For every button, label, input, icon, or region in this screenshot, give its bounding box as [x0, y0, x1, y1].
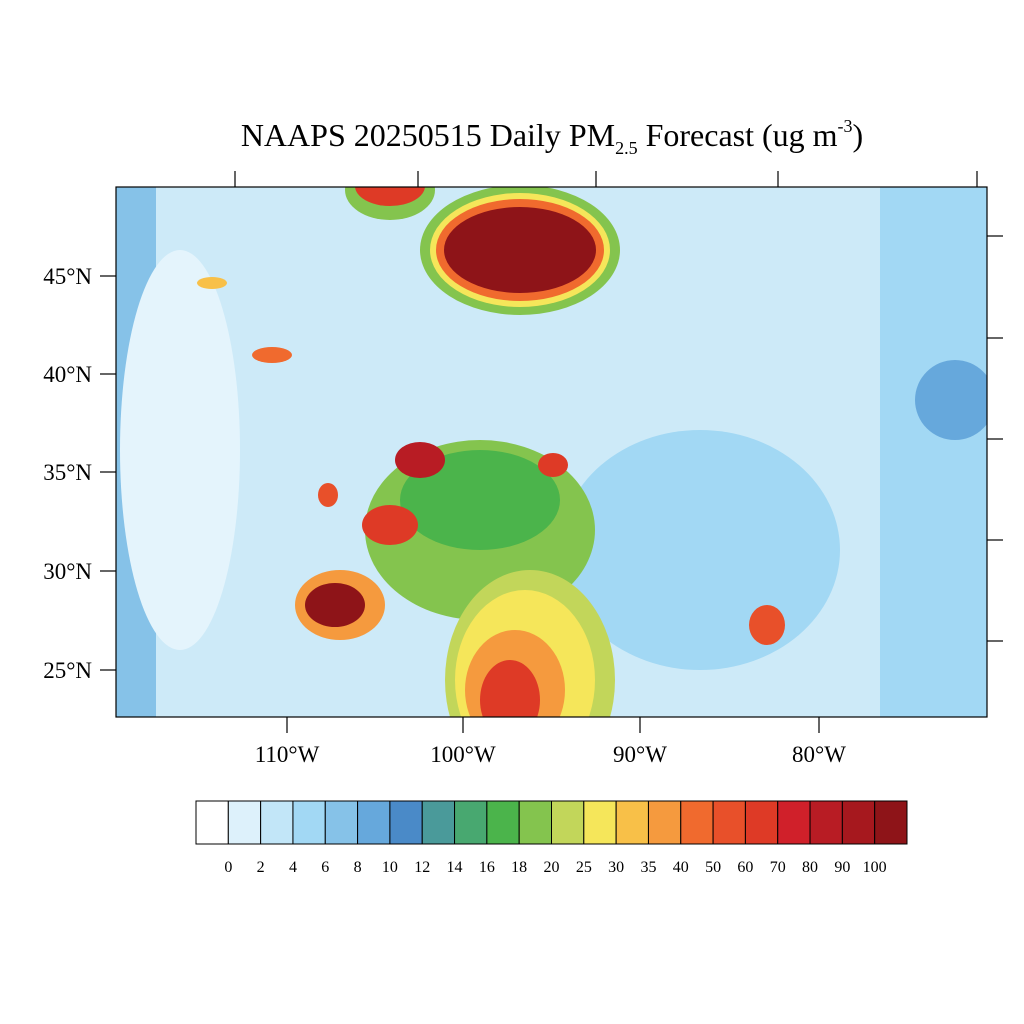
colorbar-box [389, 800, 423, 845]
field [480, 660, 540, 717]
colorbar-box [777, 800, 811, 845]
longitude-label: 80°W [792, 742, 846, 767]
field [749, 605, 785, 645]
colorbar-box [680, 800, 714, 845]
colorbar-box [874, 800, 908, 845]
map [116, 187, 987, 717]
colorbar-box [551, 800, 585, 845]
colorbar-label: 6 [321, 859, 329, 876]
latitude-label: 35°N [43, 460, 92, 485]
field [538, 453, 568, 477]
field [444, 207, 596, 293]
latitude-label: 40°N [43, 362, 92, 387]
field [395, 442, 445, 478]
field [362, 505, 418, 545]
colorbar-box [357, 800, 391, 845]
longitude-label: 90°W [613, 742, 667, 767]
colorbar-label: 2 [257, 859, 265, 876]
field [400, 450, 560, 550]
colorbar-box [809, 800, 843, 845]
colorbar-box [615, 800, 649, 845]
axis-labels: 45°N 40°N 35°N 30°N 25°N 110°W 100°W 90°W 80°W [43, 264, 846, 767]
colorbar-box [195, 800, 229, 845]
colorbar-box [292, 800, 326, 845]
colorbar-label: 50 [705, 859, 721, 876]
field [355, 187, 425, 206]
longitude-label: 110°W [255, 742, 320, 767]
colorbar-label: 90 [834, 859, 850, 876]
field [197, 277, 227, 289]
colorbar-box [454, 800, 488, 845]
title-end: ) [853, 117, 864, 153]
colorbar-box [260, 800, 294, 845]
colorbar-label: 35 [640, 859, 656, 876]
field [318, 483, 338, 507]
colorbar: 0 2 4 6 8 10 12 14 16 18 20 25 30 35 40 50 60 70 80 90 100 [195, 800, 908, 876]
longitude-label: 100°W [430, 742, 496, 767]
latitude-label: 45°N [43, 264, 92, 289]
colorbar-label: 80 [802, 859, 818, 876]
colorbar-label: 70 [770, 859, 786, 876]
map-frame [115, 186, 988, 718]
title-subscript: 2.5 [615, 138, 638, 158]
colorbar-label: 4 [289, 859, 297, 876]
colorbar-label: 40 [673, 859, 689, 876]
colorbar-box [486, 800, 520, 845]
field [915, 360, 987, 440]
colorbar-label: 16 [479, 859, 495, 876]
latitude-label: 30°N [43, 559, 92, 584]
colorbar-box [518, 800, 553, 845]
colorbar-box [647, 800, 682, 845]
colorbar-label: 25 [576, 859, 592, 876]
title-superscript: -3 [838, 116, 853, 136]
colorbar-label: 20 [544, 859, 560, 876]
title: NAAPS 20250515 Daily PM2.5 Forecast (ug … [241, 116, 863, 158]
title-main: NAAPS 20250515 Daily PM [241, 117, 615, 153]
latitude-label: 25°N [43, 658, 92, 683]
colorbar-label: 18 [511, 859, 527, 876]
colorbar-label: 14 [447, 859, 463, 876]
colorbar-label: 60 [737, 859, 753, 876]
ticks [100, 171, 1003, 733]
colorbar-label: 30 [608, 859, 624, 876]
colorbar-box [227, 800, 262, 845]
colorbar-box [324, 800, 359, 845]
colorbar-box [583, 800, 617, 845]
colorbar-label: 12 [414, 859, 430, 876]
colorbar-label: 10 [382, 859, 398, 876]
field [252, 347, 292, 363]
colorbar-box [744, 800, 779, 845]
colorbar-box [841, 800, 876, 845]
colorbar-label: 8 [354, 859, 362, 876]
field [305, 583, 365, 627]
field [120, 250, 240, 650]
field [880, 187, 987, 717]
title-middle: Forecast (ug m [638, 117, 838, 153]
colorbar-label: 100 [863, 859, 887, 876]
colorbar-box [421, 800, 456, 845]
colorbar-box [712, 800, 746, 845]
colorbar-label: 0 [224, 859, 232, 876]
